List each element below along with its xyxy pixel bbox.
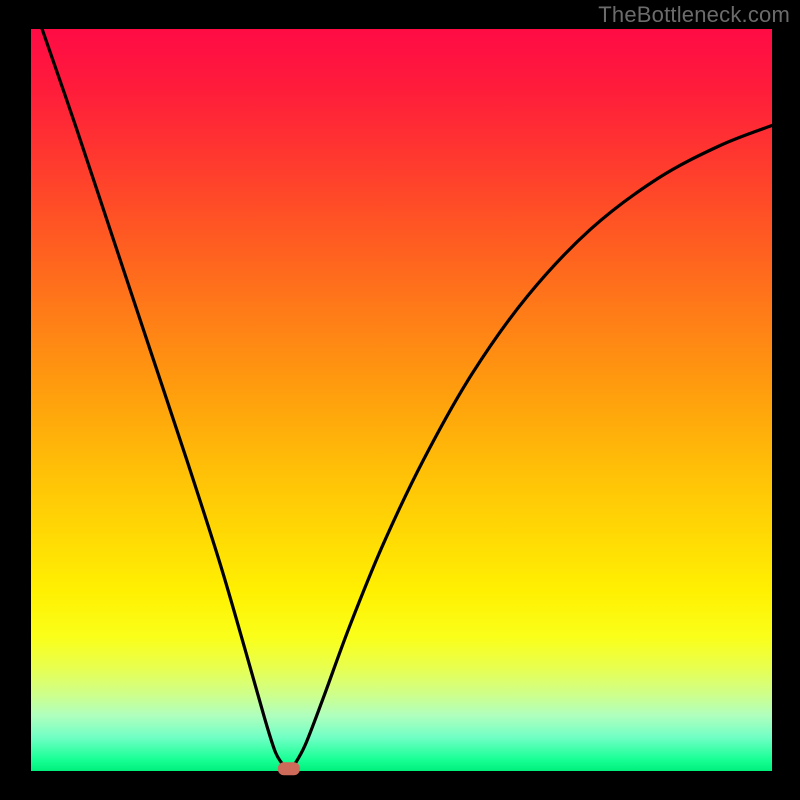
- chart-svg: [0, 0, 800, 800]
- minimum-marker: [278, 762, 300, 775]
- watermark-text: TheBottleneck.com: [598, 2, 790, 28]
- plot-area: [31, 29, 772, 771]
- chart-container: TheBottleneck.com: [0, 0, 800, 800]
